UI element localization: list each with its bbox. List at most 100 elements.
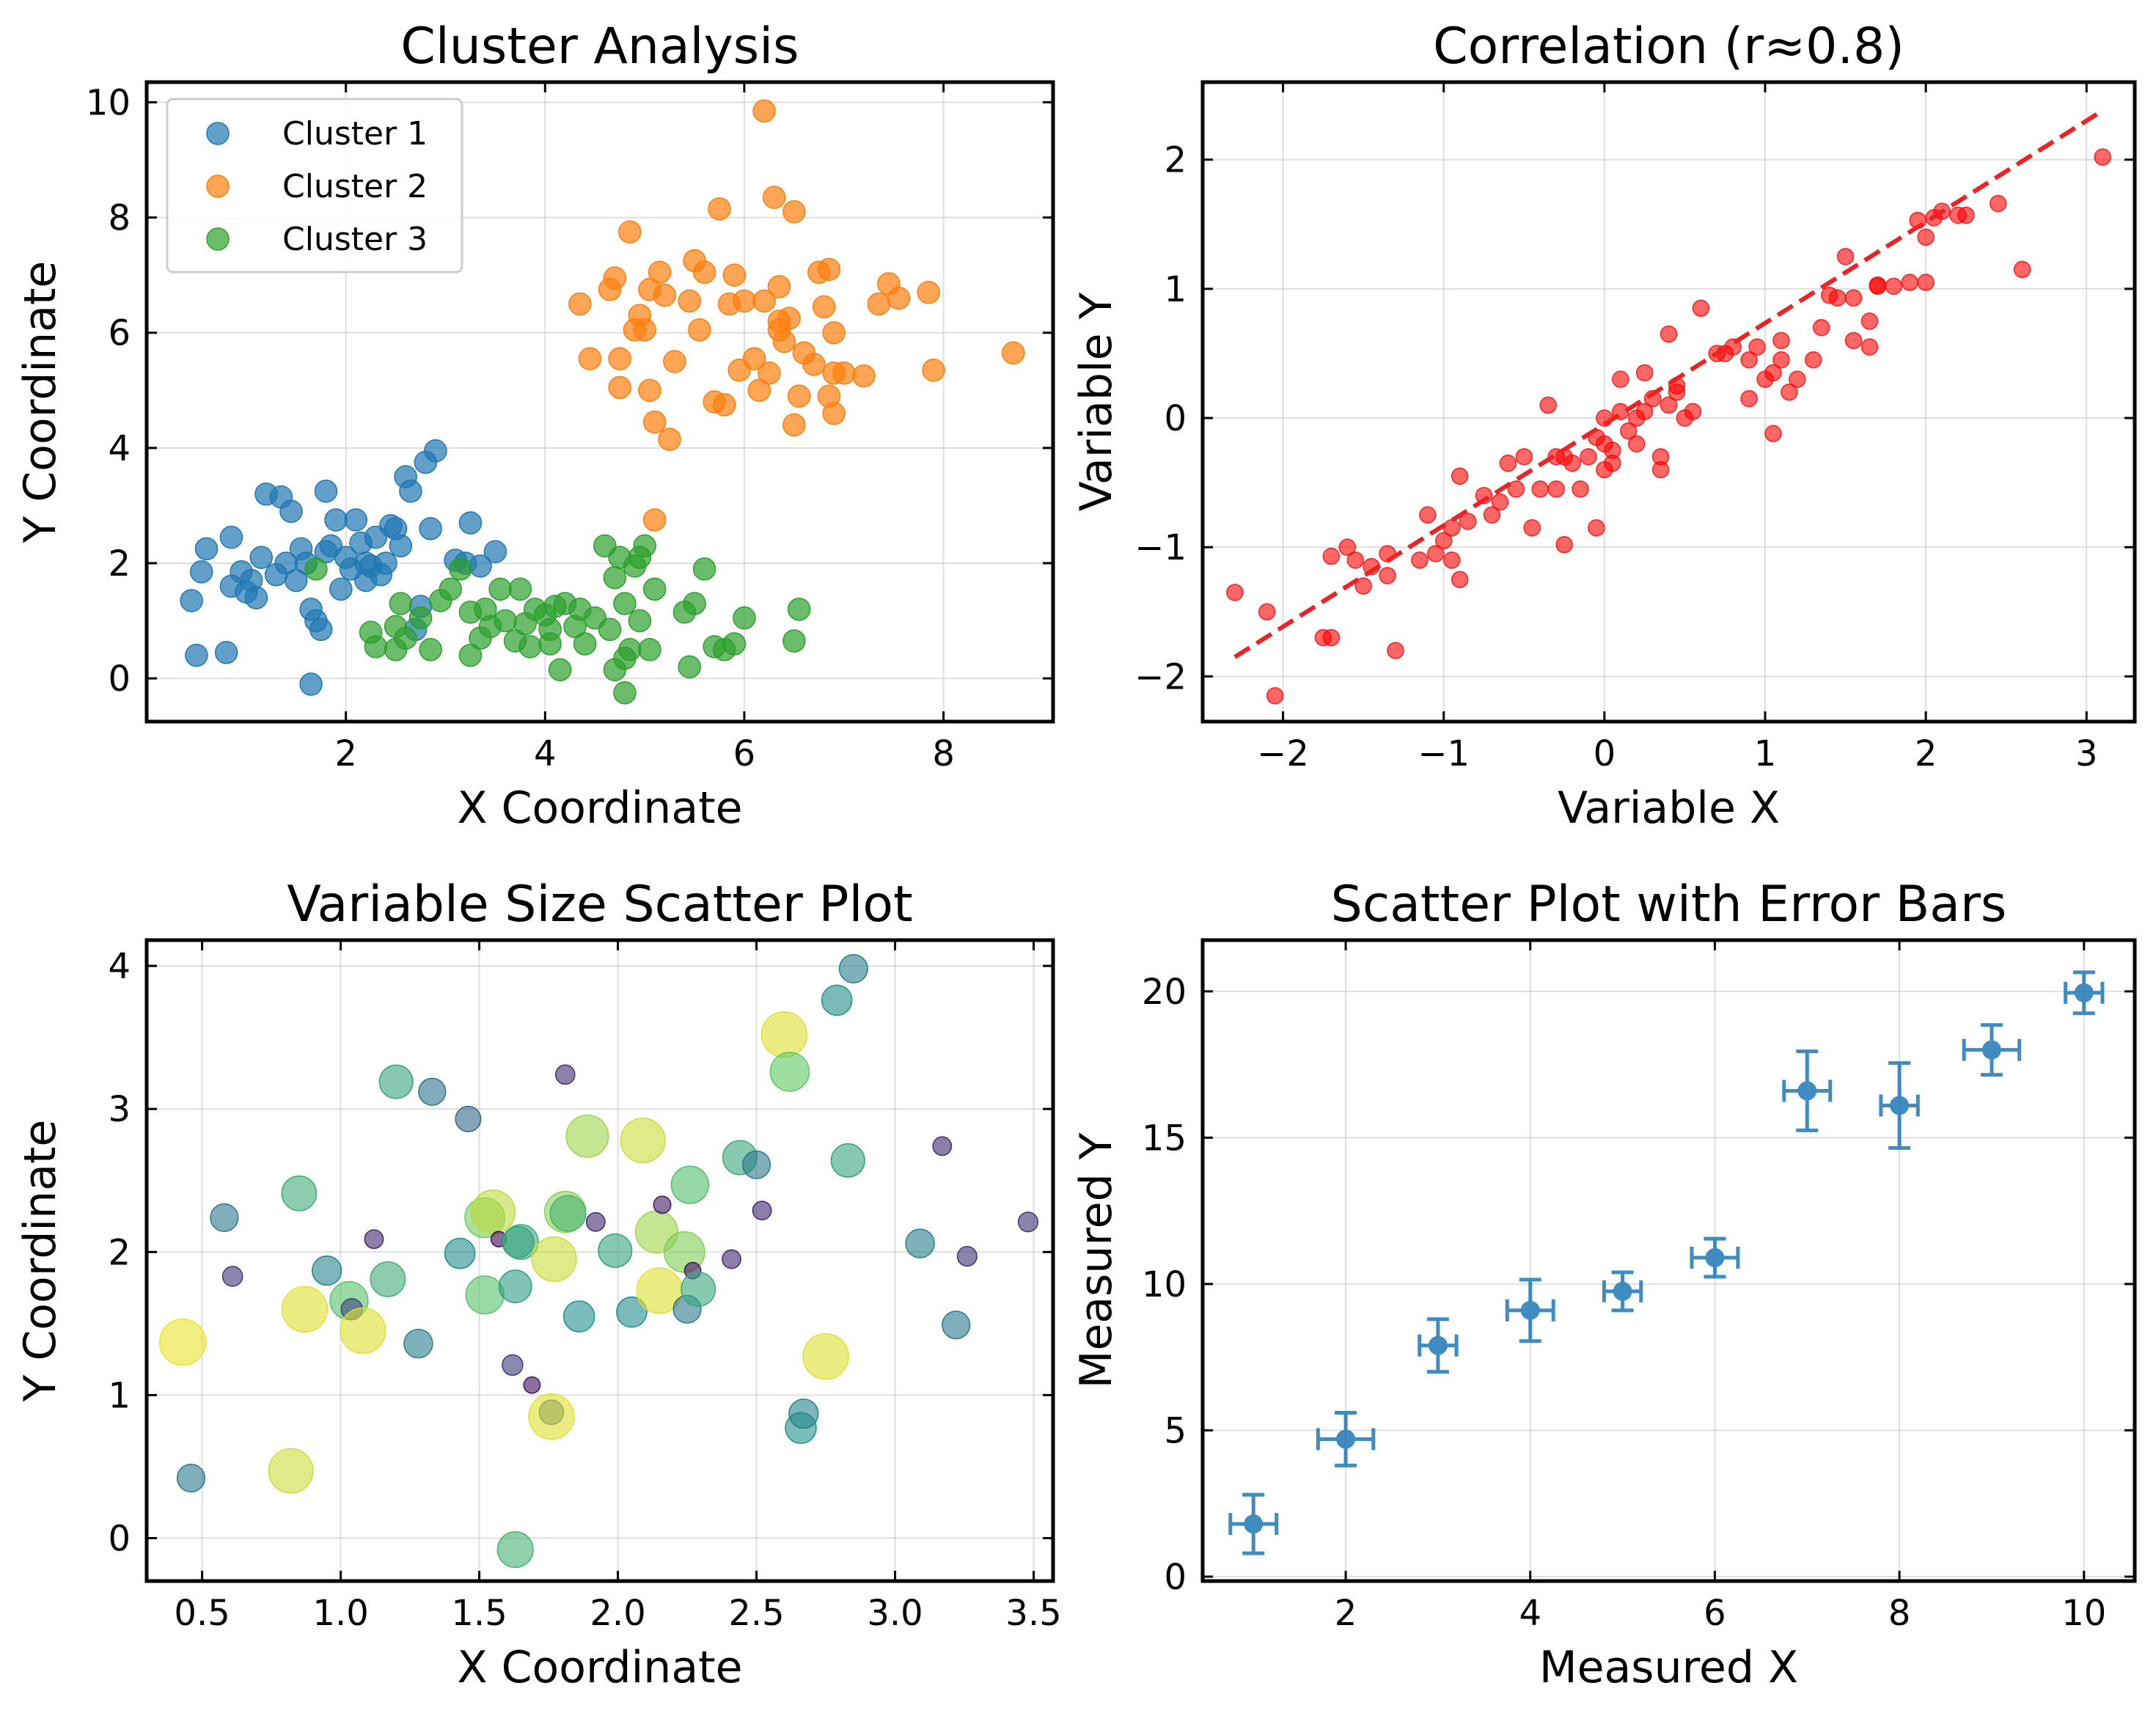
chart-title: Variable Size Scatter Plot [287,876,912,934]
cluster-2-point [782,200,806,224]
scatter-point [1539,396,1557,414]
cluster-3-point [389,592,413,615]
cluster-1-point [399,480,422,503]
scatter-point [1619,422,1638,440]
cluster-2-point [692,260,716,284]
bubble-point [523,1376,541,1394]
cluster-3-point [598,617,622,642]
scatter-point [1612,370,1629,388]
error-bar-group [1690,1236,1740,1279]
cluster-1-point [299,672,323,696]
cluster-3-point [642,577,667,601]
scatter-point [1411,551,1429,569]
bubble-point [470,1189,516,1235]
bubble-point [802,1333,849,1380]
error-bar-group [1228,1492,1279,1555]
bubble-point [616,1296,648,1328]
cluster-2-point [648,260,672,284]
cluster-1-point [419,517,442,540]
chart-panel-1: 2 4 6 8 0 2 4 6 8 10 Cluster Analysis X Coordinate Y… [15,18,1055,834]
bubble-point [752,1200,772,1221]
cluster-1-point [309,617,333,642]
error-bar-group [1879,1061,1920,1150]
scatter-point [1451,571,1469,588]
legend-label-cluster-2: Cluster 2 [282,168,428,205]
scatter-point [1531,480,1549,498]
scatter-point [1434,532,1453,550]
cluster-3-point [458,643,483,667]
cluster-1-point [244,586,268,609]
scatter-point [1419,506,1437,524]
cluster-3-point [613,681,637,705]
axes-frame [1200,938,2137,1583]
cluster-1-point [189,560,213,584]
scatter-point [1740,389,1758,408]
cluster-2-point [642,508,667,532]
cluster-2-point [653,283,677,307]
cluster-3-point [603,565,627,590]
cluster-1-point [458,511,483,535]
x-tick-label: 10 [2061,1593,2106,1634]
cluster-3-point [782,629,806,653]
scatter-point [1555,535,1573,554]
bubble-point [465,1275,505,1315]
y-tick-label: 0 [108,1518,131,1559]
bubble-point [905,1228,935,1258]
bubble-point [562,1300,595,1332]
scatter-point [1869,276,1887,294]
cluster-3-point [678,655,701,679]
cluster-2-point [658,428,681,451]
scatter-point [1828,289,1847,307]
x-tick-label: 3 [2075,733,2098,774]
scatter-point [1764,364,1782,382]
y-tick-label: 1 [1164,269,1187,310]
bubble-point [598,1233,633,1268]
chart-title: Scatter Plot with Error Bars [1331,876,2007,934]
scatter-point [1547,480,1565,498]
y-tick-label: −2 [1134,656,1187,697]
x-tick-label: 8 [1888,1593,1911,1634]
axes-frame [144,938,1055,1583]
cluster-3-point [419,638,442,661]
cluster-2-point [608,347,631,370]
x-tick-label: −2 [1257,733,1309,774]
cluster-2-point [617,220,642,244]
bubble-point [496,1531,534,1569]
cluster-2-point [852,364,876,388]
cluster-1-point [483,540,507,564]
cluster-3-point [573,632,597,656]
cluster-1-point [180,589,203,612]
scatter-point [1844,331,1863,350]
cluster-1-point [194,537,219,561]
scatter-point [1588,519,1605,537]
cluster-2-point [767,309,791,333]
y-tick-label: 4 [108,946,131,987]
cluster-2-point [802,353,826,376]
cluster-2-point [678,289,701,313]
axes-frame [1200,80,2137,724]
cluster-3-point [613,646,637,670]
bubble-point [312,1255,342,1286]
y-tick-label: 6 [108,313,131,354]
cluster-1-point [344,508,367,532]
scatter-point [2094,148,2111,166]
scatter-point [1668,384,1686,401]
scatter-point [1354,577,1372,595]
bubble-point [370,1261,406,1297]
bubble-point [956,1246,978,1267]
bubble-point [932,1136,953,1156]
scatter-point [1507,480,1525,498]
x-tick-label: 8 [932,733,955,774]
scatter-point [1812,318,1830,337]
x-axis-label: X Coordinate [457,1642,742,1693]
y-tick-label: 1 [108,1375,131,1416]
scatter-point [1580,448,1597,466]
y-tick-label: 2 [108,543,131,584]
cluster-2-point [767,275,791,298]
scatter-point [1338,538,1356,556]
cluster-2-point [787,384,811,408]
cluster-3-point [538,617,562,642]
y-tick-label: 4 [108,428,131,469]
bubble-point [502,1354,524,1376]
